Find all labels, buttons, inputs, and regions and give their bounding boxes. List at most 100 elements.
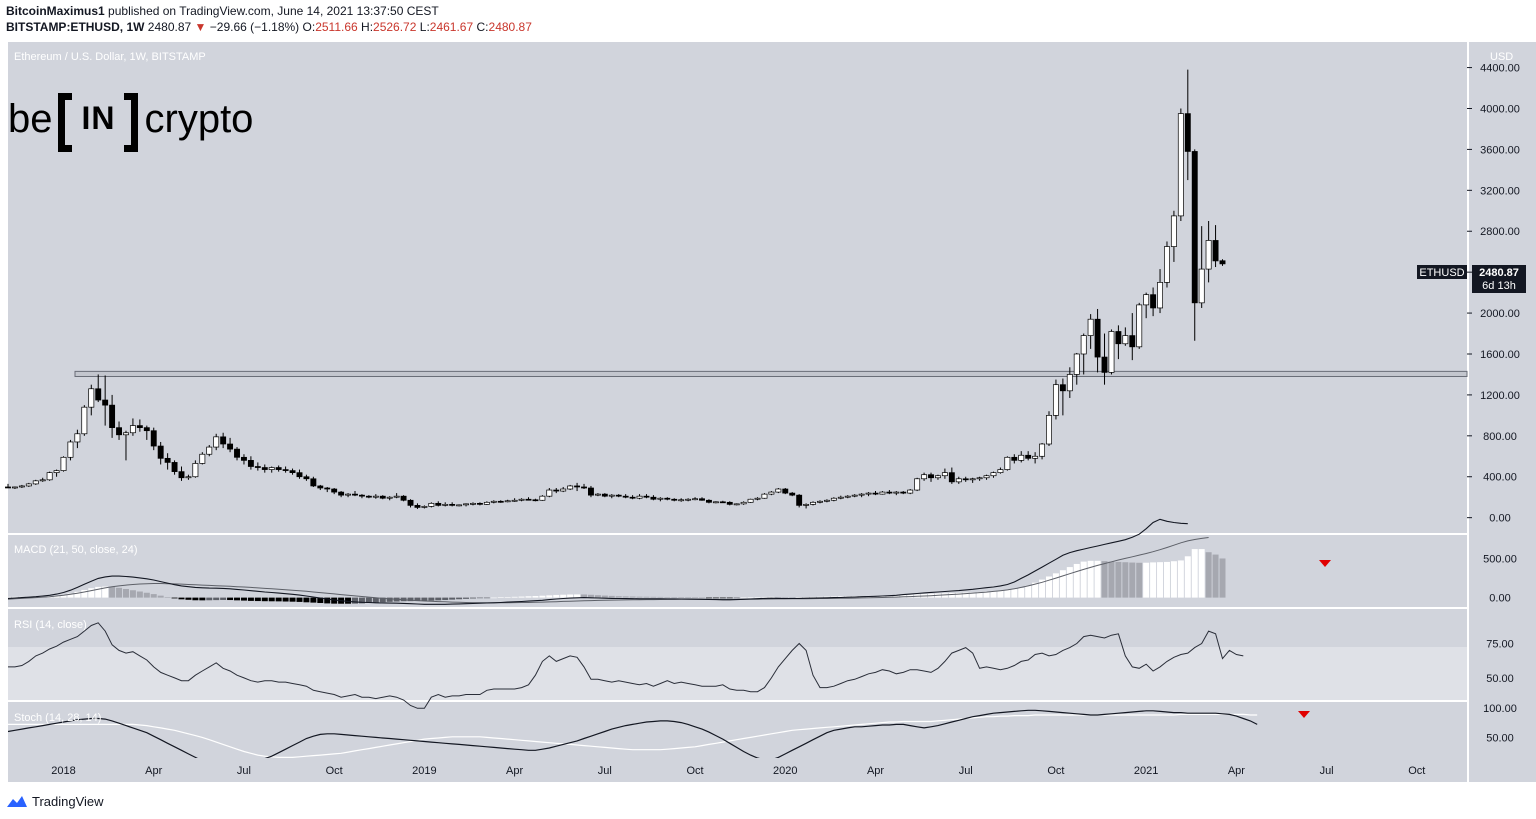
macd-histogram-bar xyxy=(761,596,768,598)
candle-body xyxy=(629,496,636,499)
candle-body xyxy=(178,471,185,479)
macd-histogram-bar xyxy=(289,597,296,602)
candle-body xyxy=(560,488,567,492)
macd-histogram-bar xyxy=(345,597,352,604)
last-price: 2480.87 xyxy=(147,20,192,34)
candle-body xyxy=(32,480,39,485)
time-tick-label: Apr xyxy=(1228,765,1245,777)
candle-body xyxy=(88,388,95,408)
beincrypto-logo: be IN crypto xyxy=(8,88,253,150)
candle-body xyxy=(483,501,490,505)
macd-histogram-bar xyxy=(414,597,421,602)
price-tick-label: 3200.00 xyxy=(1480,185,1520,197)
candle-body xyxy=(67,441,74,458)
publish-info: BitcoinMaximus1 published on TradingView… xyxy=(6,4,439,18)
candle-body xyxy=(761,493,768,499)
time-tick-label: Apr xyxy=(145,765,162,777)
macd-histogram-bar xyxy=(1073,563,1080,598)
candle-body xyxy=(712,501,719,504)
price-axis xyxy=(1469,42,1536,782)
macd-histogram-bar xyxy=(379,597,386,603)
published-text: published on TradingView.com, June 14, 2… xyxy=(108,4,439,18)
candle-body xyxy=(657,497,664,500)
candle-body xyxy=(1143,294,1150,306)
logo-text-crypto: crypto xyxy=(144,97,254,141)
price-tick-label: 800.00 xyxy=(1483,431,1517,443)
stoch-tick-label: 50.00 xyxy=(1486,732,1514,744)
candle-body xyxy=(81,406,88,435)
macd-histogram-bar xyxy=(372,597,379,603)
macd-histogram-bar xyxy=(1039,579,1046,598)
candle-body xyxy=(1039,443,1046,457)
currency-label: USD xyxy=(1490,51,1514,63)
low-value: 2461.67 xyxy=(429,20,474,34)
price-tick-label: 4400.00 xyxy=(1480,63,1520,75)
macd-histogram-bar xyxy=(95,586,102,598)
macd-histogram-bar xyxy=(102,586,109,598)
time-tick-label: 2018 xyxy=(51,765,75,777)
rsi-line xyxy=(8,622,1244,709)
high-value: 2526.72 xyxy=(373,20,417,34)
macd-histogram-bar xyxy=(1143,562,1150,598)
candle-body xyxy=(365,495,372,498)
macd-histogram-bar xyxy=(546,595,553,598)
macd-histogram-bar xyxy=(692,597,699,599)
macd-histogram-bar xyxy=(497,597,504,598)
author-name[interactable]: BitcoinMaximus1 xyxy=(6,4,105,18)
macd-line xyxy=(7,518,1188,605)
macd-histogram-bar xyxy=(969,592,976,598)
candle-body xyxy=(254,466,261,468)
macd-histogram-bar xyxy=(143,592,150,598)
candle-body xyxy=(1205,240,1212,270)
time-axis xyxy=(8,758,1467,782)
macd-histogram-bar xyxy=(1059,570,1066,598)
candle-body xyxy=(553,489,560,492)
macd-histogram-bar xyxy=(1163,561,1170,598)
candle-body xyxy=(803,504,810,506)
macd-histogram-bar xyxy=(768,596,775,598)
macd-histogram-bar xyxy=(1184,556,1191,598)
macd-histogram-bar xyxy=(1004,590,1011,598)
macd-histogram-bar xyxy=(324,597,331,604)
macd-histogram-bar xyxy=(816,596,823,598)
macd-histogram-bar xyxy=(192,597,199,601)
macd-panel xyxy=(8,535,1467,607)
macd-histogram-bar xyxy=(435,597,442,601)
macd-histogram-bar xyxy=(615,596,622,598)
candle-body xyxy=(11,486,18,489)
candle-body xyxy=(844,495,851,498)
candle-body xyxy=(150,430,157,447)
macd-histogram-bar xyxy=(553,594,560,598)
candle-body xyxy=(1212,240,1219,262)
candle-body xyxy=(1080,335,1087,355)
macd-histogram-bar xyxy=(317,597,324,604)
macd-histogram-bar xyxy=(636,596,643,598)
macd-histogram-bar xyxy=(1136,562,1143,598)
macd-histogram-bar xyxy=(282,597,289,602)
macd-histogram-bar xyxy=(712,597,719,599)
candle-body xyxy=(1157,282,1163,309)
candle-body xyxy=(636,495,643,499)
candle-body xyxy=(775,488,782,493)
stoch-signal-arrow-icon xyxy=(1298,711,1310,718)
rsi-band xyxy=(8,647,1467,700)
time-tick-label: Jul xyxy=(1320,765,1334,777)
candle-body xyxy=(1122,335,1129,345)
rsi-tick-label: 75.00 xyxy=(1486,638,1514,650)
candle-body xyxy=(393,495,400,498)
candle-body xyxy=(123,432,129,436)
price-tag-box xyxy=(1472,265,1526,293)
macd-histogram-bar xyxy=(428,597,435,601)
footer-brand[interactable]: TradingView xyxy=(6,793,104,809)
macd-histogram-bar xyxy=(296,597,303,602)
candle-body xyxy=(234,448,240,458)
macd-histogram-bar xyxy=(53,595,60,598)
high-label: H: xyxy=(361,20,374,34)
macd-histogram-bar xyxy=(122,589,129,598)
macd-histogram-bar xyxy=(240,597,247,601)
macd-histogram-bar xyxy=(1122,562,1129,598)
macd-histogram-bar xyxy=(116,587,123,598)
candle-body xyxy=(247,460,254,467)
rsi-group: 75.00 50.00 xyxy=(8,622,1514,709)
